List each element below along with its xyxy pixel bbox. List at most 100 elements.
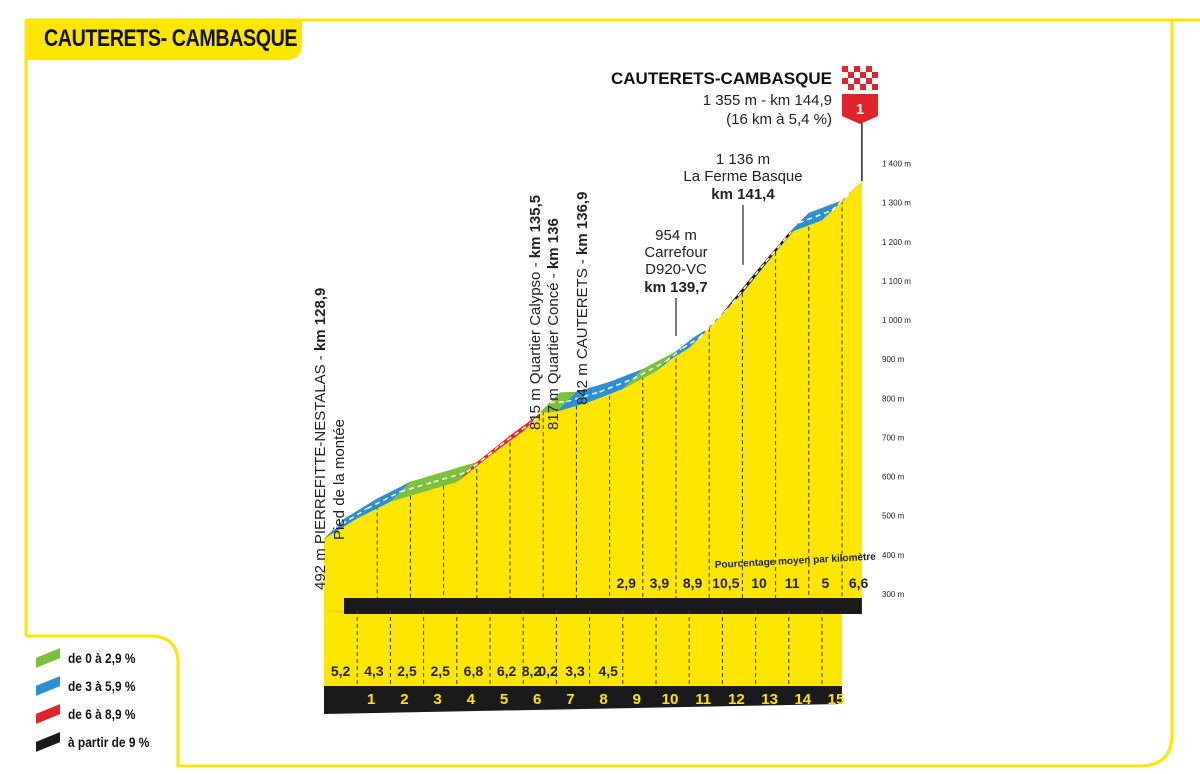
flag-check [848,78,854,84]
road-segment [589,369,643,402]
legend-label: de 0 à 2,9 % [68,650,136,666]
flag-check [854,84,860,90]
ferme-km: km 141,4 [711,186,775,203]
category-number: 1 [856,101,864,118]
finish-name: CAUTERETS-CAMBASQUE [611,69,832,88]
road-segment [539,391,577,413]
x-tick-label: 13 [761,691,778,708]
x-tick-label: 12 [728,691,745,708]
km-percent-label: 3,9 [650,575,670,591]
x-tick-label: 9 [633,691,641,708]
y-tick-label: 1 200 m [882,238,911,247]
road-center-line [549,400,567,404]
flag-check [872,66,878,72]
x-tick-label: 11 [695,691,711,708]
x-tick-label: 14 [794,691,811,708]
profile-area [344,181,862,614]
flag-check [866,72,872,78]
flag-check [866,78,872,84]
legend-item: à partir de 9 % [36,732,164,752]
carrefour-altitude: 954 m [655,227,697,244]
km-percent-label: 0,2 [538,663,558,679]
flag-check [872,72,878,78]
road-center-line [798,209,833,224]
x-tick-label: 8 [599,691,607,708]
page-title: CAUTERETS- CAMBASQUE [44,25,298,52]
y-tick-label: 300 m [882,590,905,599]
x-tick-label: 5 [500,691,508,708]
profile-front-panel [324,610,842,686]
pierrefitte-label: 492 m PIERREFITTE-NESTALAS - km 128,9 [312,288,329,590]
road-center-line [366,491,401,510]
km-percent-label: 2,5 [397,663,417,679]
legend-item: de 0 à 2,9 % [36,648,147,668]
road-center-line [333,507,368,530]
profile-base-band [324,686,842,714]
finish-summary: (16 km à 5,4 %) [726,111,832,128]
legend-swatch [36,704,60,724]
road-center-line [499,420,534,447]
ferme-altitude: 1 136 m [716,151,770,168]
flag-check [866,66,872,72]
flag-check [854,72,860,78]
flag-check [872,84,878,90]
km-percent-label: 10,5 [712,575,739,591]
carrefour-km: km 139,7 [644,279,707,296]
carrefour-road: D920-VC [645,261,707,278]
flag-check [860,84,866,90]
flag-check [866,84,872,90]
x-tick-label: 6 [533,691,541,708]
flag-check [854,66,860,72]
flag-check [860,78,866,84]
legend-item: de 3 à 5,9 % [36,676,147,696]
flag-check [854,78,860,84]
km-percent-label: 4,3 [364,663,384,679]
legend-label: de 6 à 8,9 % [68,706,136,722]
km-percent-label: 8,2 [522,663,542,679]
y-tick-label: 700 m [882,433,905,442]
km-percent-label: 6,6 [849,575,869,591]
gradient-legend: de 0 à 2,9 % de 3 à 5,9 % de 6 à 8,9 % à pa… [26,636,178,766]
flag-check [842,84,848,90]
y-tick-label: 1 000 m [882,316,911,325]
flag-check [872,78,878,84]
legend-swatch [36,732,60,752]
cauterets-label-text: 842 m CAUTERETS - [574,255,591,405]
y-tick-label: 600 m [882,473,905,482]
y-tick-label: 400 m [882,551,905,560]
x-tick-label: 7 [566,691,574,708]
flag-check [848,84,854,90]
finish-flag-icon [842,66,878,90]
road-center-line [698,302,733,339]
road-center-line [632,360,667,380]
road-center-line [433,471,468,483]
pierrefitte-label-text: 492 m PIERREFITTE-NESTALAS - [312,351,329,590]
road-segment [788,200,842,233]
title-tab [26,20,302,60]
road-segment [556,381,610,412]
x-tick-label: 4 [467,691,476,708]
road-center-line [466,444,501,473]
x-tick-label: 2 [400,691,408,708]
road-center-line [665,347,684,362]
ferme-name: La Ferme Basque [683,168,802,185]
cauterets-label: 842 m CAUTERETS - km 136,9 [574,192,591,405]
y-tick-label: 1 100 m [882,277,911,286]
km-percent-label: 4,5 [598,663,618,679]
km-percent-label: 5 [822,575,830,591]
road-segment [390,471,444,502]
km-percent-label: 2,5 [430,663,450,679]
flag-check [860,66,866,72]
km-percent-label: 8,9 [683,575,703,591]
flag-check [842,72,848,78]
profile-front-left [324,518,344,614]
km-percent-label: 10 [751,575,767,591]
km-percent-label: 11 [785,575,800,591]
cauterets-label-km: km 136,9 [574,192,591,255]
road-center-line [682,337,700,349]
y-tick-label: 1 400 m [882,160,911,169]
carrefour-name: Carrefour [644,244,707,261]
legend-swatch [36,648,60,668]
calypso-label: 815 m Quartier Calypso - km 135,5 [527,195,544,430]
